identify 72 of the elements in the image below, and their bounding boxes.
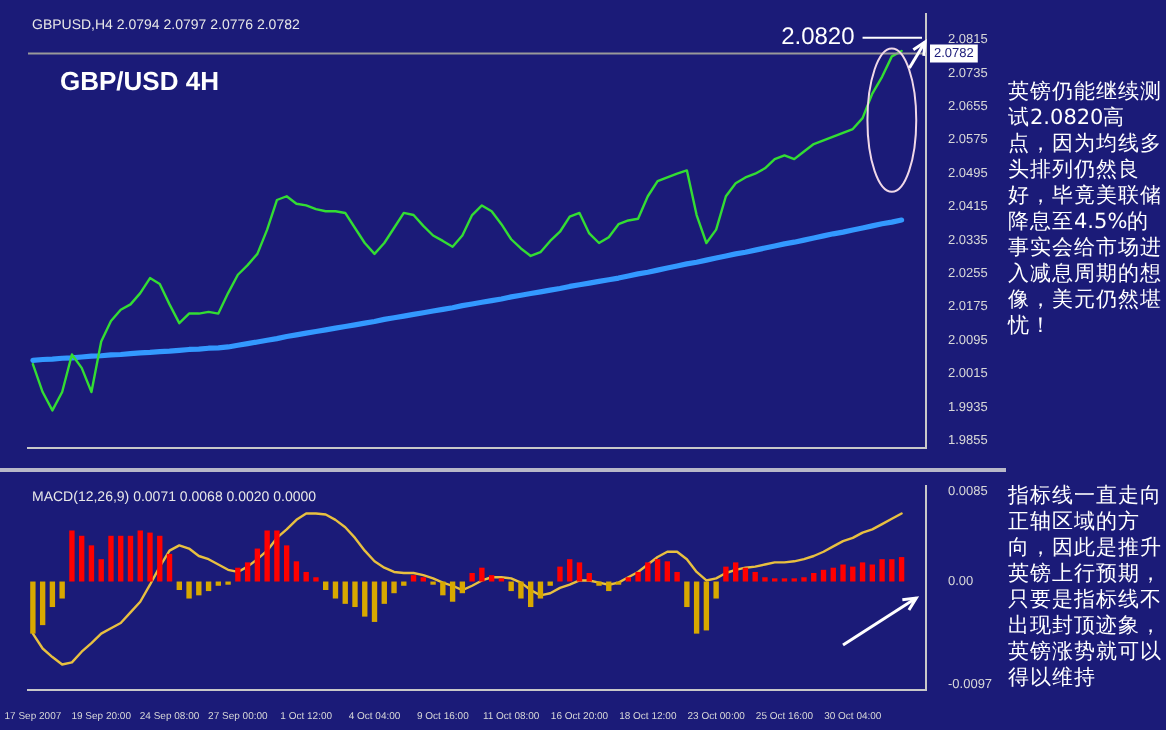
- bar: [488, 575, 495, 582]
- bar: [30, 581, 36, 634]
- bar: [127, 535, 134, 582]
- bar: [830, 567, 836, 582]
- bar: [332, 581, 339, 599]
- bar: [39, 581, 46, 626]
- bar: [264, 530, 270, 582]
- bar: [850, 566, 856, 582]
- bar: [859, 562, 866, 582]
- bar: [479, 567, 485, 582]
- bar: [118, 535, 124, 582]
- bar: [108, 535, 114, 582]
- bar: [293, 561, 300, 582]
- bar: [557, 566, 563, 582]
- bar: [732, 562, 739, 582]
- bar: [469, 573, 475, 582]
- bar: [166, 553, 173, 582]
- bar: [274, 530, 280, 582]
- bar: [537, 581, 544, 599]
- bar: [157, 535, 163, 582]
- bar: [303, 571, 309, 582]
- bar: [567, 559, 573, 582]
- bar: [820, 569, 827, 582]
- bar: [244, 562, 251, 582]
- bar: [88, 545, 95, 582]
- bar: [362, 581, 368, 617]
- annotation: 2.0820: [781, 22, 856, 51]
- bar: [449, 581, 456, 602]
- bar: [684, 581, 690, 608]
- bar: [59, 581, 65, 599]
- bar: [713, 581, 719, 599]
- bar: [254, 548, 261, 582]
- bar: [342, 581, 348, 604]
- bar: [69, 530, 75, 582]
- bar: [391, 581, 397, 594]
- text: 指标线一直走向正轴区域的方向，因此是推升英镑上行预期，只要是指标线不出现封顶迹象，英镑涨势就可以得以维持: [1008, 484, 1164, 692]
- bar: [576, 562, 583, 582]
- bar: [840, 564, 846, 582]
- bar: [147, 532, 153, 582]
- bar: [879, 559, 885, 582]
- bar: [235, 567, 241, 582]
- bar: [508, 581, 514, 592]
- bar: [586, 573, 592, 582]
- bar: [352, 581, 358, 608]
- bar: [635, 571, 641, 582]
- bar: [381, 581, 387, 604]
- bar: [371, 581, 378, 622]
- bar: [79, 535, 85, 582]
- bar: [742, 567, 749, 582]
- bar: [410, 575, 417, 582]
- bar: [898, 557, 905, 582]
- bar: [811, 573, 817, 582]
- bar: [703, 581, 710, 631]
- bar: [664, 561, 671, 582]
- text: GBP/USD 4H: [60, 65, 219, 96]
- bar: [693, 581, 700, 634]
- bar: [723, 566, 729, 582]
- bar: [440, 581, 446, 596]
- bar: [752, 571, 758, 582]
- bar: [889, 559, 895, 582]
- bar: [186, 581, 192, 599]
- bar: [283, 545, 290, 582]
- bar: [137, 530, 143, 582]
- bar: [869, 564, 875, 582]
- bar: [674, 571, 680, 582]
- bar: [654, 559, 661, 582]
- bar: [98, 559, 104, 582]
- text: 英镑仍能继续测试2.0820高点，因为均线多头排列仍然良好，毕竟美联储降息至4.5%的事实会给市场进入减息周期的想像，美元仍然堪忧！: [1008, 80, 1162, 338]
- bar: [528, 581, 534, 608]
- bar: [49, 581, 56, 608]
- bar: [518, 581, 524, 599]
- bar: [645, 562, 651, 582]
